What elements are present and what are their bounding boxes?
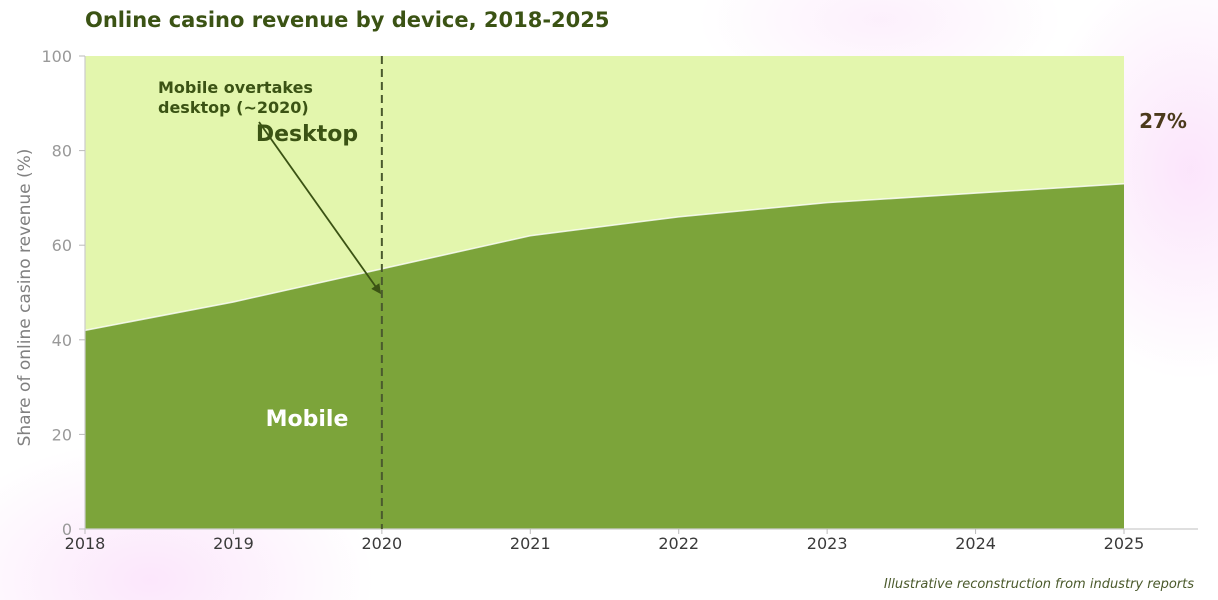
desktop-area (85, 56, 1124, 331)
annotation-text-line: desktop (~2020) (158, 98, 309, 117)
y-tick-label: 60 (52, 236, 72, 255)
y-tick-label: 40 (52, 331, 72, 350)
x-tick-label: 2024 (955, 534, 996, 553)
y-tick-label: 80 (52, 142, 72, 161)
annotation-text-line: Mobile overtakes (158, 78, 313, 97)
chart-title: Online casino revenue by device, 2018-20… (85, 8, 610, 32)
desktop-end-value-label: 27% (1139, 109, 1187, 133)
y-tick-label: 100 (41, 47, 72, 66)
annotation-arrow (258, 121, 382, 295)
x-tick-label: 2019 (213, 534, 254, 553)
y-axis-label: Share of online casino revenue (%) (15, 149, 35, 447)
x-tick-label: 2025 (1104, 534, 1145, 553)
x-tick-label: 2020 (361, 534, 402, 553)
chart-axes (84, 56, 1198, 530)
x-tick-label: 2022 (658, 534, 699, 553)
mobile-area-label: Mobile (266, 407, 349, 432)
chart-ticks: 0 20 40 60 80 100 2018 2019 2020 2021 2022 2023 2024… (41, 47, 1144, 553)
mobile-area (85, 183, 1124, 529)
x-tick-label: 2023 (807, 534, 848, 553)
x-tick-label: 2021 (510, 534, 551, 553)
chart-labels: Share of online casino revenue (%) Deskto… (15, 56, 1187, 529)
series-boundary-line (84, 182, 1125, 332)
desktop-area-label: Desktop (256, 122, 358, 147)
x-tick-label: 2018 (65, 534, 106, 553)
chart-areas (84, 56, 1125, 529)
y-tick-label: 20 (52, 425, 72, 444)
source-caption: Illustrative reconstruction from industr… (883, 577, 1194, 592)
y-tick-label: 0 (62, 520, 72, 539)
